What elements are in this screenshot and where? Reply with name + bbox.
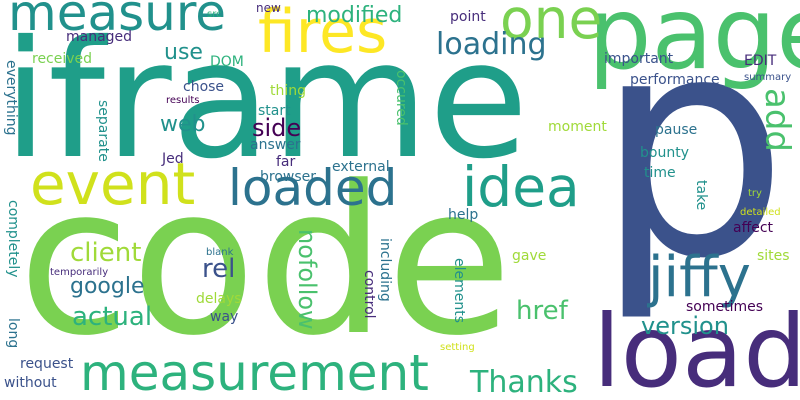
word-try: try [748, 188, 762, 199]
word-managed: managed [66, 29, 133, 45]
word-thanks: Thanks [470, 365, 578, 400]
word-gave: gave [512, 248, 547, 264]
word-new: new [256, 1, 281, 15]
word-moment: moment [548, 119, 607, 135]
word-iframe: iframe [3, 7, 529, 195]
word-everything: everything [3, 60, 19, 136]
word-load: load [593, 293, 800, 400]
word-results: results [166, 95, 200, 106]
word-received: received [32, 51, 93, 67]
word-way: way [210, 309, 239, 325]
word-answer: answer [250, 137, 301, 153]
word-google: google [70, 274, 145, 299]
word-edit: EDIT [744, 53, 777, 69]
word-affect: affect [733, 220, 774, 236]
word-nofollow: nofollow [293, 229, 321, 330]
word-temporarily: temporarily [50, 267, 109, 278]
word-elements: elements [451, 258, 467, 324]
word-modified: modified [306, 3, 403, 28]
word-p: p [595, 0, 789, 325]
word-actual: actual [72, 302, 153, 332]
word-jiffy: jiffy [648, 245, 751, 310]
word-src: src [207, 9, 222, 20]
word-external: external [332, 159, 390, 175]
word-measure: measure [8, 0, 227, 42]
word-summary: summary [744, 72, 792, 83]
word-thing: thing [270, 83, 307, 99]
word-point: point [450, 9, 486, 25]
word-long: long [5, 318, 21, 349]
word-blank: blank [206, 247, 234, 258]
word-one: one [500, 0, 603, 51]
word-detailed: detailed [740, 207, 781, 218]
word-version: version [641, 312, 729, 340]
word-web: web [160, 112, 206, 137]
word-setting: setting [440, 342, 475, 353]
word-sites: sites [757, 248, 790, 264]
word-take: take [693, 180, 709, 211]
word-without: without [4, 375, 57, 391]
word-loaded: loaded [228, 159, 398, 217]
word-dom: DOM [210, 54, 244, 70]
word-performance: performance [630, 72, 720, 88]
word-loading: loading [436, 27, 547, 62]
word-side: side [252, 114, 302, 142]
word-href: href [516, 296, 568, 326]
word-idea: idea [462, 155, 580, 219]
word-event: event [30, 150, 196, 218]
word-client: client [70, 238, 142, 268]
word-chose: chose [183, 79, 225, 95]
word-pause: pause [655, 122, 698, 138]
word-measurement: measurement [80, 344, 429, 400]
word-rel: rel [202, 254, 236, 284]
word-control: control [361, 270, 377, 319]
word-completely: completely [5, 200, 21, 278]
word-request: request [20, 356, 74, 372]
word-page: page [588, 0, 800, 92]
word-code: code [18, 143, 513, 381]
word-browser: browser [260, 169, 317, 185]
word-jed: Jed [162, 151, 184, 167]
word-including: including [377, 238, 393, 302]
word-start: start [258, 103, 291, 119]
word-occured: occured [393, 70, 409, 126]
word-separate: separate [95, 100, 111, 162]
word-use: use [164, 40, 203, 65]
word-delays: delays [196, 291, 242, 307]
word-add: add [757, 88, 797, 152]
word-fires: fires [258, 0, 388, 67]
word-time: time [644, 165, 676, 181]
word-bounty: bounty [640, 145, 689, 161]
word-important: important [604, 51, 674, 67]
word-sometimes: sometimes [686, 299, 764, 315]
word-help: help [448, 207, 479, 223]
word-far: far [276, 154, 296, 170]
